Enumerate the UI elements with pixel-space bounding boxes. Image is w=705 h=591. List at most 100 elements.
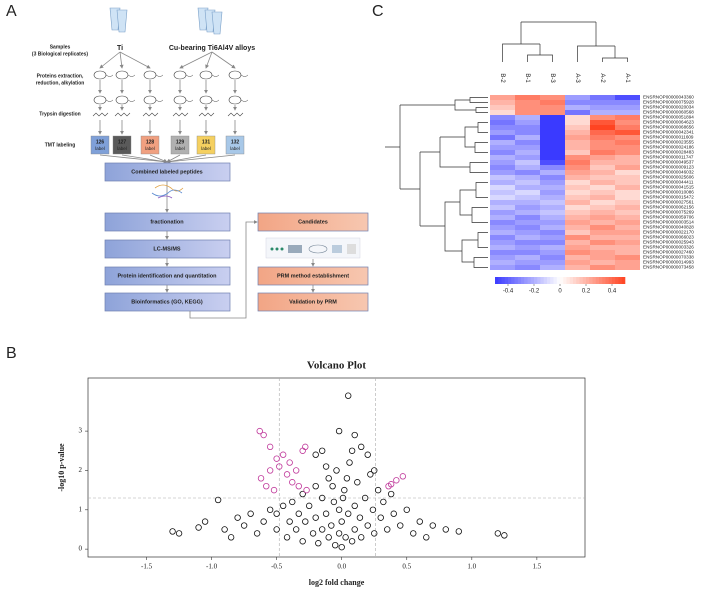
- heatmap-cell: [565, 155, 590, 160]
- data-point: [371, 530, 378, 537]
- tmt-label: 127: [118, 139, 127, 145]
- colorbar-segment: [595, 277, 600, 284]
- heatmap-cell: [515, 150, 540, 155]
- heatmap-cell: [615, 115, 640, 120]
- colorbar-label: -0.2: [529, 289, 540, 295]
- heatmap-cell: [590, 230, 615, 235]
- data-point: [410, 530, 417, 537]
- y-axis-label: -log10 p-value: [57, 443, 66, 492]
- heatmap-cell: [540, 195, 565, 200]
- heatmap-cell: [565, 260, 590, 265]
- heatmap-cell: [615, 215, 640, 220]
- heatmap-cell: [490, 130, 515, 135]
- heatmap-cell: [590, 140, 615, 145]
- peptide: [114, 112, 131, 117]
- tmt-box: [90, 135, 110, 155]
- heatmap-cell: [590, 190, 615, 195]
- heatmap-cell: [515, 220, 540, 225]
- arrow: [166, 154, 236, 164]
- box-label: Bioinformatics (GO, KEGG): [131, 299, 203, 305]
- colorbar-segment: [517, 277, 522, 284]
- heatmap-cell: [540, 140, 565, 145]
- data-point: [369, 506, 377, 513]
- heatmap-cell: [490, 160, 515, 165]
- colorbar-label: 0.2: [582, 289, 591, 295]
- heatmap-cell: [565, 255, 590, 260]
- heatmap-cell: [615, 265, 640, 270]
- heatmap-cell: [590, 155, 615, 160]
- row-label: ENSRNOP00000070338: [643, 255, 694, 260]
- row-label: ENSRNOP00000059706: [643, 215, 694, 220]
- colorbar-segment: [524, 277, 528, 284]
- heatmap-cell: [515, 260, 540, 265]
- x-tick-label: -1.0: [206, 563, 218, 571]
- heatmap-cell: [615, 180, 640, 185]
- data-point: [260, 518, 267, 525]
- heatmap-cell: [590, 110, 615, 115]
- heatmap-cell: [540, 110, 565, 115]
- arrow: [166, 154, 207, 164]
- heatmap-cell: [490, 120, 515, 125]
- data-point: [283, 471, 291, 478]
- data-point: [358, 534, 365, 541]
- heatmap-cell: [515, 95, 540, 100]
- row-label: ENSRNOP00000049537: [643, 160, 694, 165]
- data-point: [442, 526, 449, 533]
- mouse-tail: [127, 99, 136, 102]
- heatmap-cell: [590, 225, 615, 230]
- heatmap-cell: [615, 155, 640, 160]
- heatmap-cell: [515, 170, 540, 175]
- colorbar-label: 0.4: [608, 289, 617, 295]
- mouse-tail: [240, 99, 249, 102]
- heatmap-cell: [565, 220, 590, 225]
- mouse-tail: [211, 99, 220, 102]
- tubes: [109, 7, 223, 35]
- heatmap-cell: [565, 205, 590, 210]
- heatmap-cell: [565, 95, 590, 100]
- tmt-label: label: [175, 146, 185, 151]
- data-point: [318, 494, 326, 502]
- heatmap-cell: [540, 100, 565, 105]
- heatmap-cell: [515, 195, 540, 200]
- data-point: [374, 486, 382, 494]
- tmt-box: [225, 135, 245, 155]
- colorbar-label: 0: [558, 289, 562, 295]
- data-point: [292, 467, 300, 474]
- heatmap-cell: [590, 165, 615, 170]
- heatmap-cell: [565, 195, 590, 200]
- heatmap-cell: [515, 210, 540, 215]
- box: [104, 266, 231, 286]
- row-label: ENSRNOP00000020034: [643, 105, 694, 110]
- label: TMT labeling: [45, 142, 76, 148]
- heatmap-cell: [540, 130, 565, 135]
- heatmap-cell: [490, 165, 515, 170]
- column-label: A-3: [574, 73, 580, 83]
- heatmap-cell: [565, 210, 590, 215]
- heatmap-cell: [615, 165, 640, 170]
- heatmap-cell: [590, 240, 615, 245]
- label: Proteins extraction,: [37, 73, 84, 79]
- heatmap-cell: [565, 230, 590, 235]
- heatmap-cell: [540, 235, 565, 240]
- heatmap-cell: [490, 190, 515, 195]
- heatmap-cell: [540, 230, 565, 235]
- data-point: [302, 518, 309, 525]
- heatmap-cell: [515, 125, 540, 130]
- mouse-tail: [155, 74, 164, 77]
- heatmap-cell: [615, 120, 640, 125]
- data-point: [325, 534, 332, 541]
- colorbar-segment: [521, 277, 525, 284]
- colorbar-segment: [576, 277, 580, 284]
- heatmap-cell: [615, 95, 640, 100]
- peptide: [142, 112, 159, 117]
- x-tick-label: -0.5: [271, 563, 283, 571]
- colorbar-segment: [621, 277, 626, 284]
- mouse-tail: [240, 74, 249, 77]
- heatmap-cell: [490, 180, 515, 185]
- heatmap-cell: [615, 140, 640, 145]
- heatmap-cell: [490, 240, 515, 245]
- data-point: [299, 538, 306, 545]
- data-point: [305, 502, 313, 510]
- data-point: [423, 534, 430, 541]
- heatmap-cell: [515, 135, 540, 140]
